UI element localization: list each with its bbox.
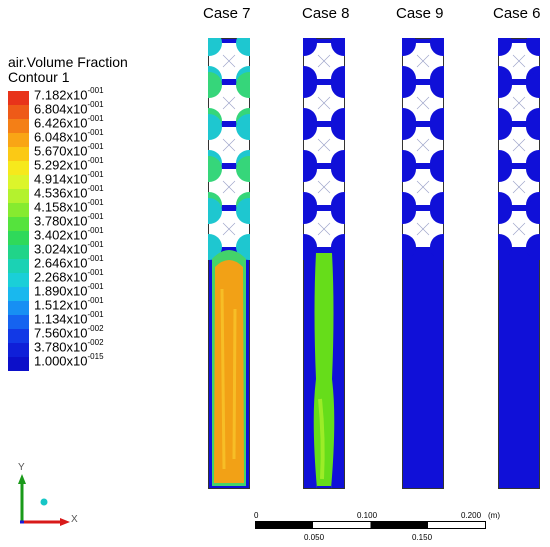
baffle bbox=[402, 198, 444, 260]
colorbar-tick-label: 3.024x10-001 bbox=[34, 240, 104, 257]
colorbar-swatch bbox=[8, 161, 29, 175]
colorbar-tick-label: 6.048x10-001 bbox=[34, 128, 104, 145]
air-plume bbox=[313, 253, 335, 489]
case-title-9: Case 9 bbox=[396, 5, 444, 22]
colorbar-tick-label: 5.292x10-001 bbox=[34, 156, 104, 173]
contour-column-case6 bbox=[498, 38, 540, 489]
colorbar-swatch bbox=[8, 273, 29, 287]
colorbar-swatch bbox=[8, 105, 29, 119]
colorbar-tick-label: 3.780x10-001 bbox=[34, 212, 104, 229]
colorbar-tick-label: 4.914x10-001 bbox=[34, 170, 104, 187]
colorbar-tick-label: 1.512x10-001 bbox=[34, 296, 104, 313]
colorbar-tick-label: 1.134x10-001 bbox=[34, 310, 104, 327]
colorbar-tick-label: 6.804x10-001 bbox=[34, 100, 104, 117]
colorbar-swatch bbox=[8, 133, 29, 147]
colorbar-tick-label: 4.536x10-001 bbox=[34, 184, 104, 201]
scale-label-0-100: 0.100 bbox=[357, 511, 378, 520]
axis-x-label: X bbox=[71, 514, 78, 525]
axis-triad-icon bbox=[18, 474, 70, 526]
colorbar-tick-label: 1.000x10-015 bbox=[34, 352, 104, 369]
baffle bbox=[208, 198, 250, 260]
colorbar-swatch bbox=[8, 301, 29, 315]
contour-column-case7 bbox=[208, 38, 250, 489]
axis-y-label: Y bbox=[18, 462, 25, 473]
colorbar-tick-label: 3.780x10-002 bbox=[34, 338, 104, 355]
scale-unit: (m) bbox=[488, 511, 500, 520]
scale-label-0-200: 0.200 bbox=[461, 511, 482, 520]
colorbar-swatch bbox=[8, 245, 29, 259]
colorbar-swatch bbox=[8, 175, 29, 189]
scale-label-0-050: 0.050 bbox=[304, 533, 325, 542]
colorbar bbox=[8, 91, 29, 371]
colorbar-swatch bbox=[8, 315, 29, 329]
legend-title: air.Volume Fraction bbox=[8, 54, 128, 70]
colorbar-swatch bbox=[8, 343, 29, 357]
colorbar-swatch bbox=[8, 203, 29, 217]
colorbar-tick-label: 6.426x10-001 bbox=[34, 114, 104, 131]
scale-bar bbox=[255, 521, 486, 529]
scale-label-0: 0 bbox=[254, 511, 259, 520]
colorbar-swatch bbox=[8, 329, 29, 343]
baffle bbox=[402, 72, 444, 134]
baffle bbox=[498, 198, 540, 260]
colorbar-tick-label: 5.670x10-001 bbox=[34, 142, 104, 159]
colorbar-swatch bbox=[8, 147, 29, 161]
case-title-8: Case 8 bbox=[302, 5, 350, 22]
colorbar-swatch bbox=[8, 259, 29, 273]
colorbar-tick-label: 7.560x10-002 bbox=[34, 324, 104, 341]
colorbar-swatch bbox=[8, 119, 29, 133]
colorbar-swatch bbox=[8, 287, 29, 301]
colorbar-swatch bbox=[8, 91, 29, 105]
baffle bbox=[303, 198, 345, 260]
colorbar-tick-label: 2.268x10-001 bbox=[34, 268, 104, 285]
legend-subtitle: Contour 1 bbox=[8, 69, 70, 85]
colorbar-tick-label: 3.402x10-001 bbox=[34, 226, 104, 243]
contour-column-case8 bbox=[303, 38, 345, 489]
colorbar-swatch bbox=[8, 217, 29, 231]
colorbar-swatch bbox=[8, 231, 29, 245]
case-title-7: Case 7 bbox=[203, 5, 251, 22]
colorbar-tick-label: 4.158x10-001 bbox=[34, 198, 104, 215]
scale-label-0-150: 0.150 bbox=[412, 533, 433, 542]
air-plume-core bbox=[214, 260, 244, 483]
colorbar-tick-label: 7.182x10-001 bbox=[34, 86, 104, 103]
colorbar-swatch bbox=[8, 189, 29, 203]
contour-column-case9 bbox=[402, 38, 444, 489]
colorbar-tick-label: 2.646x10-001 bbox=[34, 254, 104, 271]
colorbar-swatch bbox=[8, 357, 29, 371]
colorbar-tick-label: 1.890x10-001 bbox=[34, 282, 104, 299]
case-title-6: Case 6 bbox=[493, 5, 541, 22]
